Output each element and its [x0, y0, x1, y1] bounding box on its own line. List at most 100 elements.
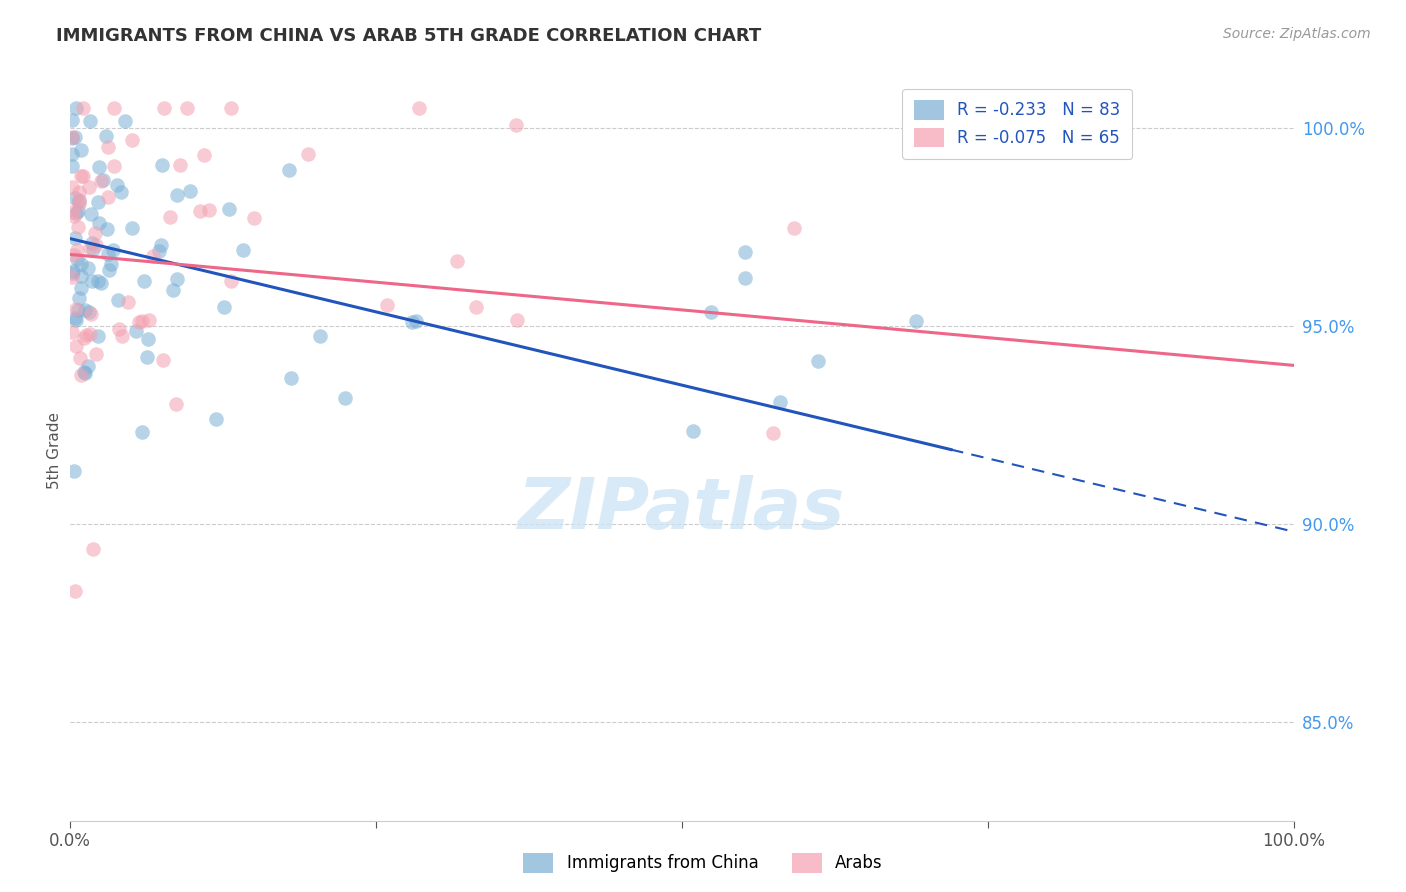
Point	[162, 283, 184, 297]
Point	[82, 542, 104, 557]
Point	[63, 209, 86, 223]
Point	[60, 147, 83, 161]
Point	[232, 244, 254, 258]
Point	[114, 114, 136, 128]
Point	[60, 270, 83, 285]
Point	[243, 211, 266, 226]
Point	[72, 101, 94, 115]
Point	[103, 101, 125, 115]
Point	[152, 352, 174, 367]
Point	[87, 194, 110, 209]
Point	[166, 271, 188, 285]
Point	[734, 244, 756, 259]
Point	[125, 324, 148, 338]
Point	[65, 313, 87, 327]
Point	[67, 291, 90, 305]
Point	[80, 206, 103, 220]
Point	[63, 464, 86, 478]
Point	[65, 311, 87, 326]
Point	[121, 220, 143, 235]
Point	[84, 226, 107, 240]
Point	[464, 300, 486, 314]
Text: ZIPatlas: ZIPatlas	[519, 475, 845, 544]
Point	[150, 238, 173, 252]
Point	[77, 305, 100, 319]
Point	[60, 179, 83, 194]
Point	[73, 365, 96, 379]
Point	[70, 368, 93, 382]
Point	[132, 274, 155, 288]
Point	[87, 216, 110, 230]
Point	[506, 313, 529, 327]
Point	[308, 329, 330, 343]
Point	[77, 179, 100, 194]
Y-axis label: 5th Grade: 5th Grade	[46, 412, 62, 489]
Point	[76, 359, 98, 374]
Point	[179, 184, 201, 198]
Point	[212, 300, 235, 314]
Point	[280, 371, 302, 385]
Point	[87, 328, 110, 343]
Point	[159, 211, 181, 225]
Text: IMMIGRANTS FROM CHINA VS ARAB 5TH GRADE CORRELATION CHART: IMMIGRANTS FROM CHINA VS ARAB 5TH GRADE …	[56, 27, 762, 45]
Point	[782, 220, 804, 235]
Point	[219, 101, 242, 115]
Legend: R = -0.233   N = 83, R = -0.075   N = 65: R = -0.233 N = 83, R = -0.075 N = 65	[903, 88, 1132, 159]
Point	[66, 203, 89, 218]
Point	[60, 205, 83, 219]
Point	[193, 147, 215, 161]
Point	[278, 162, 301, 177]
Point	[297, 147, 319, 161]
Point	[108, 322, 131, 336]
Point	[67, 220, 90, 235]
Point	[408, 101, 430, 115]
Point	[153, 101, 176, 115]
Point	[135, 350, 157, 364]
Point	[75, 302, 97, 317]
Point	[79, 241, 101, 255]
Point	[66, 252, 89, 266]
Point	[69, 144, 91, 158]
Point	[150, 158, 173, 172]
Point	[734, 271, 756, 285]
Point	[60, 112, 83, 127]
Point	[69, 351, 91, 366]
Point	[807, 354, 830, 368]
Point	[205, 412, 228, 426]
Point	[117, 295, 139, 310]
Point	[75, 327, 97, 342]
Point	[90, 276, 112, 290]
Point	[505, 118, 527, 132]
Point	[65, 243, 87, 257]
Point	[219, 274, 242, 288]
Point	[63, 231, 86, 245]
Point	[80, 236, 103, 251]
Point	[62, 264, 84, 278]
Point	[169, 158, 191, 172]
Point	[165, 396, 187, 410]
Point	[87, 274, 110, 288]
Point	[80, 307, 103, 321]
Point	[100, 257, 122, 271]
Point	[121, 133, 143, 147]
Point	[905, 314, 928, 328]
Point	[65, 101, 87, 115]
Point	[86, 347, 108, 361]
Point	[700, 304, 723, 318]
Text: Source: ZipAtlas.com: Source: ZipAtlas.com	[1223, 27, 1371, 41]
Point	[97, 263, 120, 277]
Point	[762, 426, 785, 441]
Point	[60, 130, 83, 145]
Point	[82, 243, 104, 257]
Point	[67, 193, 90, 207]
Point	[90, 173, 112, 187]
Point	[65, 301, 87, 316]
Point	[188, 203, 211, 218]
Point	[128, 315, 150, 329]
Point	[446, 254, 468, 268]
Point	[103, 243, 125, 257]
Point	[94, 129, 117, 144]
Point	[96, 221, 118, 235]
Point	[375, 298, 398, 312]
Point	[70, 281, 93, 295]
